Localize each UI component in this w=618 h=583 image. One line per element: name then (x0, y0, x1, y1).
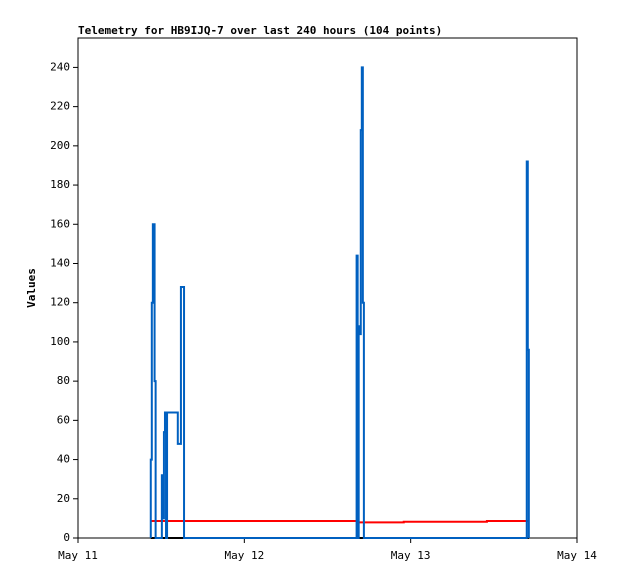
series-line (149, 66, 530, 539)
y-tick-label: 40 (57, 453, 70, 466)
x-tick-label: May 14 (557, 549, 597, 562)
y-tick-label: 140 (50, 256, 70, 269)
x-tick-label: May 12 (224, 549, 264, 562)
y-tick-label: 100 (50, 335, 70, 348)
x-tick-label: May 11 (58, 549, 98, 562)
x-tick-label: May 13 (391, 549, 431, 562)
y-tick-label: 0 (63, 531, 70, 544)
y-tick-label: 20 (57, 492, 70, 505)
y-axis-label: Values (25, 268, 38, 308)
chart-title: Telemetry for HB9IJQ-7 over last 240 hou… (78, 24, 442, 37)
y-tick-label: 80 (57, 374, 70, 387)
y-tick-label: 200 (50, 139, 70, 152)
y-tick-label: 120 (50, 296, 70, 309)
y-tick-label: 160 (50, 217, 70, 230)
series-line (150, 519, 529, 524)
y-tick-label: 180 (50, 178, 70, 191)
y-tick-label: 240 (50, 60, 70, 73)
y-tick-label: 60 (57, 413, 70, 426)
y-tick-label: 220 (50, 100, 70, 113)
